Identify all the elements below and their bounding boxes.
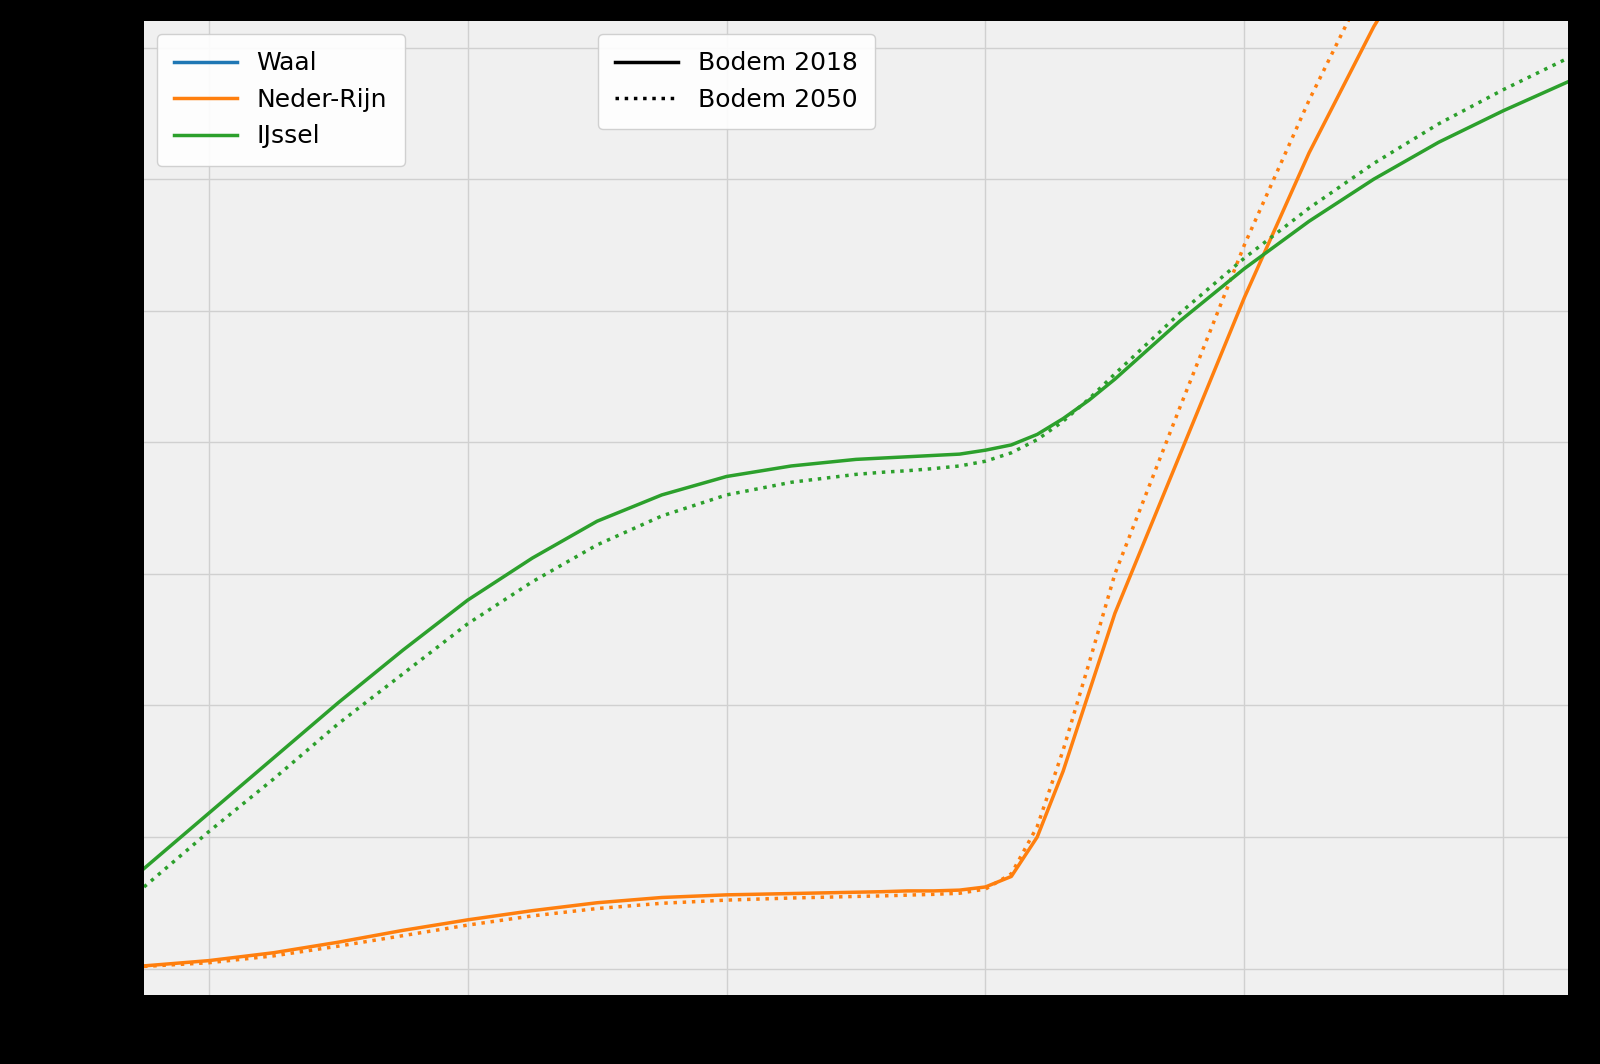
Legend: Bodem 2018, Bodem 2050: Bodem 2018, Bodem 2050	[598, 34, 875, 130]
